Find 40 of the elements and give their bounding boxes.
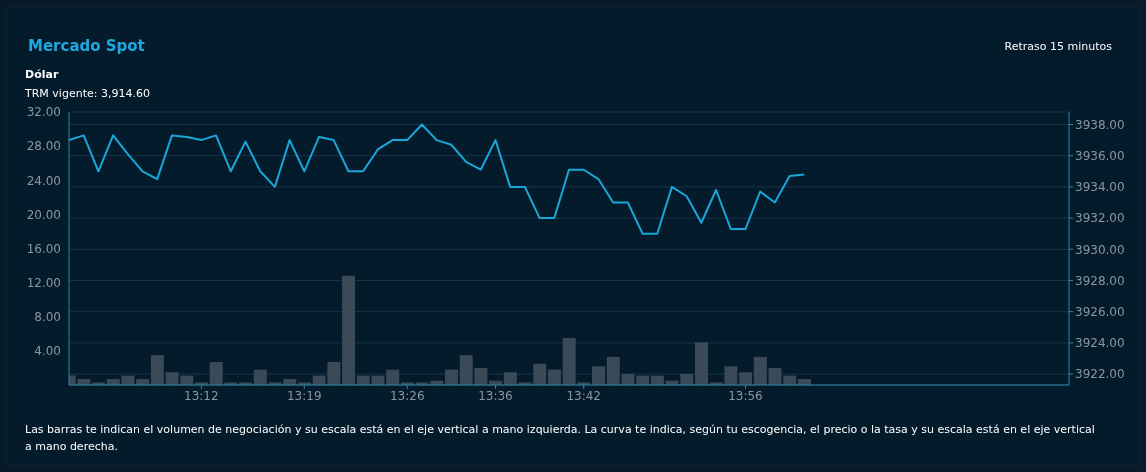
bar [739, 372, 753, 385]
y-tick-label: 12.00 [26, 275, 61, 290]
y2-tick-label: 3932.00 [1075, 211, 1125, 226]
y2-tick-label: 3930.00 [1075, 242, 1125, 257]
bar [753, 356, 767, 385]
y2-tick-label: 3926.00 [1075, 304, 1125, 319]
bar [253, 369, 267, 385]
text: Las barras te indican el volumen de negociación y su escala está en el eje vertical a mano izquierda. La curva te indica, según tu escogencia, el precio o la tasa y su escala está en el eje vertical a mano derecha. [25, 422, 1096, 455]
bar [503, 372, 517, 385]
x-tick-label: 13:12 [184, 388, 219, 403]
bar [445, 369, 458, 385]
x-tick-label: 13:26 [389, 388, 425, 403]
y2-tick-label: 3938.00 [1075, 117, 1125, 132]
chart-subtitle: Dólar [25, 68, 59, 81]
bar [150, 355, 164, 385]
x-tick-label: 13:36 [478, 388, 513, 403]
y-tick-label: 32.00 [26, 105, 61, 120]
x-tick-label: 13:42 [566, 388, 601, 403]
y2-tick-label: 3924.00 [1075, 336, 1125, 351]
chart-title: Mercado Spot [28, 37, 145, 55]
bar [342, 275, 356, 385]
bar [592, 366, 606, 385]
bar [695, 342, 708, 385]
line-series [69, 123, 806, 235]
text: TRM vigente: 3,914.60 [25, 87, 150, 100]
y-tick-label: 8.00 [34, 310, 61, 325]
y-tick-label: 24.00 [26, 173, 61, 188]
y-tick-label: 20.00 [26, 207, 61, 222]
text: Retraso 15 minutos [1004, 40, 1112, 53]
y2-tick-label: 3934.00 [1075, 180, 1125, 195]
x-tick-label: 13:19 [287, 388, 322, 403]
bar [547, 369, 561, 385]
y2-tick-label: 3928.00 [1075, 273, 1125, 288]
y2-tick-label: 3936.00 [1075, 148, 1125, 163]
y-tick-label: 16.00 [26, 241, 61, 256]
y-tick-label: 4.00 [34, 344, 61, 359]
bar [386, 369, 400, 385]
x-tick-label: 13:56 [728, 388, 763, 403]
y-tick-label: 28.00 [26, 139, 61, 154]
y2-tick-label: 3922.00 [1075, 367, 1125, 382]
